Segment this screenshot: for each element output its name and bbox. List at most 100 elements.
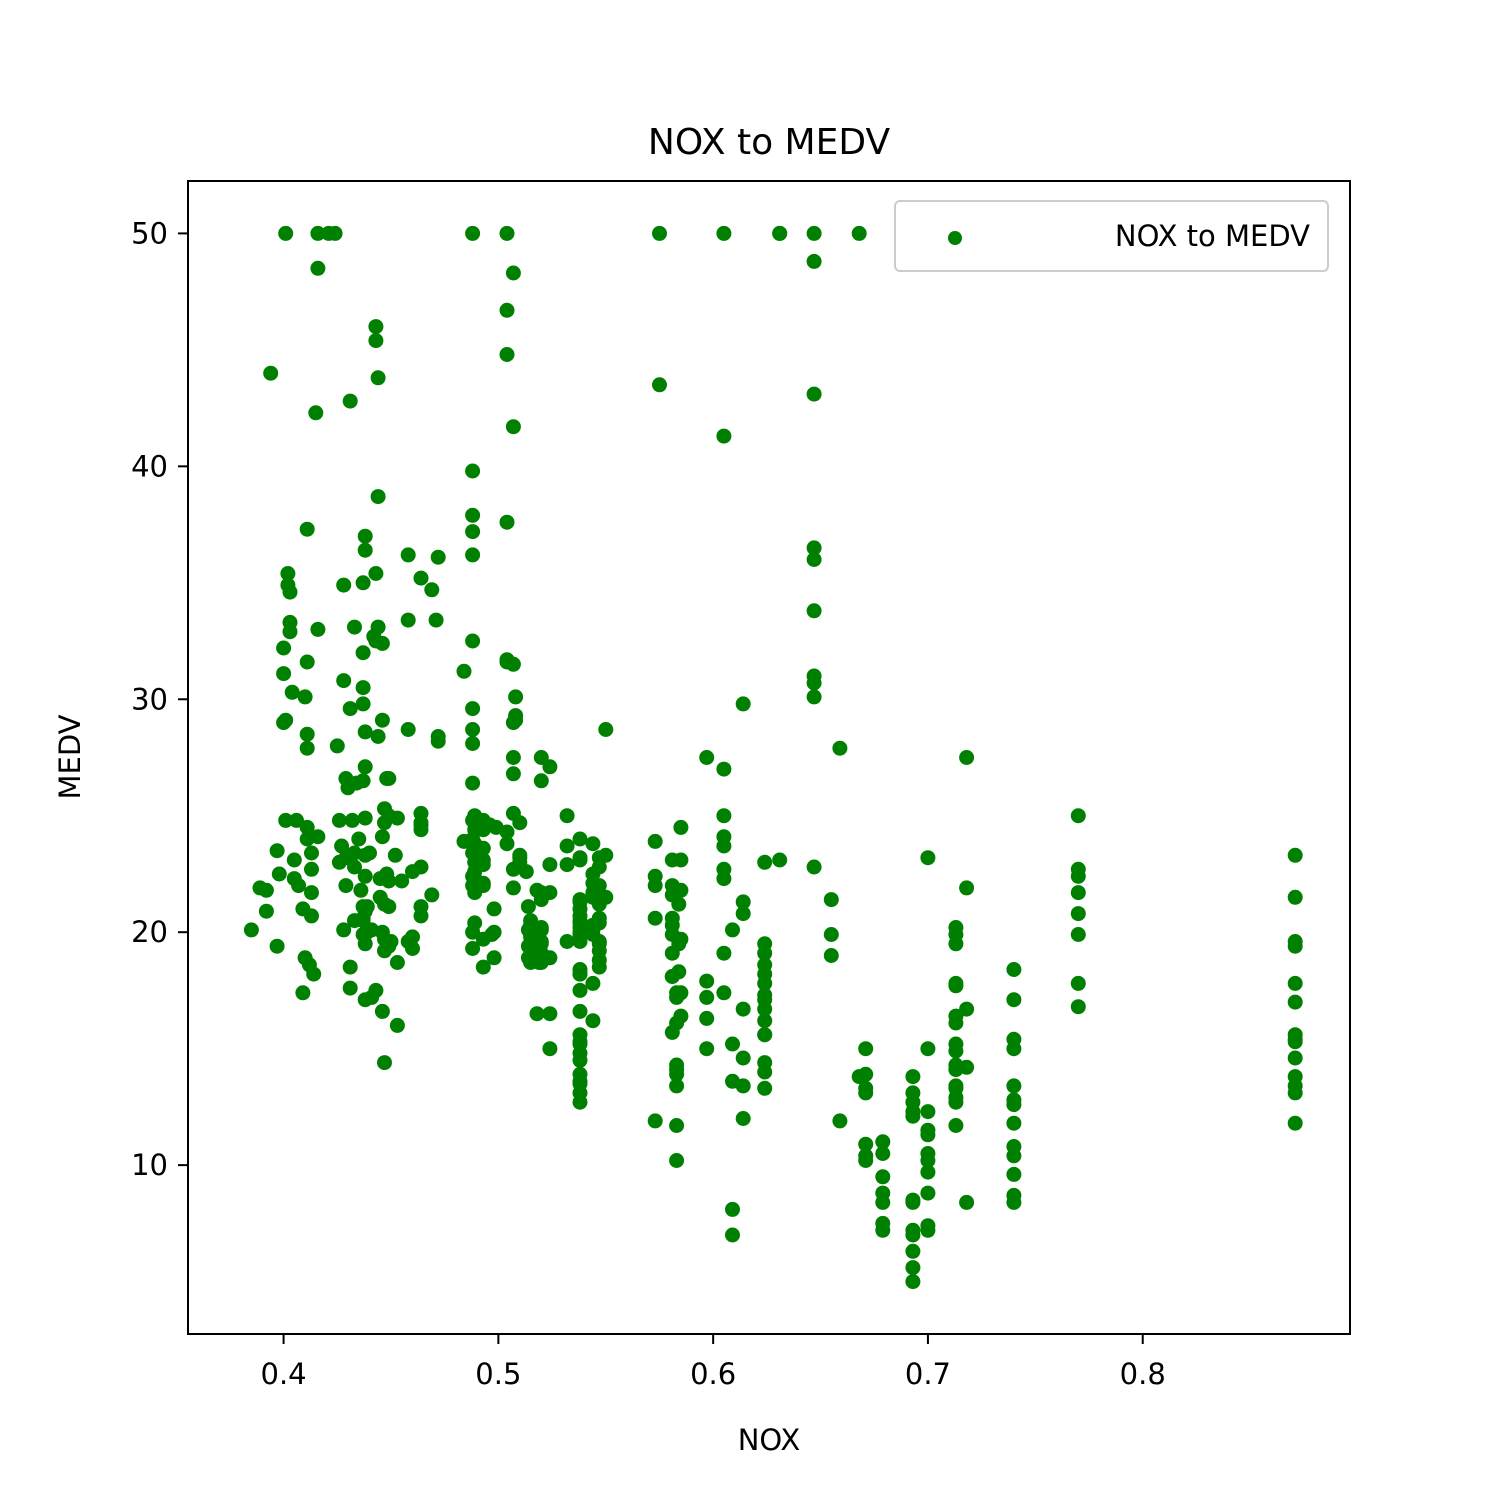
data-point bbox=[394, 873, 410, 889]
data-point bbox=[505, 419, 521, 435]
data-point bbox=[1006, 1148, 1022, 1164]
data-point bbox=[1006, 1078, 1022, 1094]
data-point bbox=[669, 1153, 685, 1168]
data-point bbox=[1070, 885, 1086, 901]
data-point bbox=[725, 922, 740, 938]
data-point bbox=[271, 866, 287, 882]
data-point bbox=[400, 722, 416, 737]
data-point bbox=[591, 934, 607, 949]
data-point bbox=[725, 1227, 740, 1243]
data-point bbox=[359, 899, 375, 915]
data-point bbox=[673, 985, 689, 1001]
data-point bbox=[342, 959, 358, 975]
data-point bbox=[357, 724, 373, 740]
data-point bbox=[383, 934, 399, 949]
data-point bbox=[669, 1066, 685, 1082]
data-point bbox=[652, 225, 667, 241]
data-point bbox=[405, 941, 420, 956]
data-point bbox=[823, 927, 839, 942]
data-point bbox=[465, 225, 481, 241]
data-point bbox=[357, 868, 373, 884]
data-point bbox=[505, 766, 521, 782]
data-point bbox=[413, 859, 429, 875]
data-point bbox=[572, 1045, 588, 1061]
data-point bbox=[542, 1006, 558, 1022]
data-point bbox=[806, 603, 822, 619]
data-point bbox=[757, 1027, 773, 1043]
data-point bbox=[1287, 1034, 1303, 1050]
data-point bbox=[1287, 994, 1303, 1010]
data-point bbox=[1006, 1097, 1022, 1113]
data-point bbox=[355, 696, 371, 712]
data-point bbox=[671, 964, 687, 980]
data-point bbox=[465, 547, 481, 563]
data-point bbox=[598, 847, 614, 863]
data-point bbox=[542, 950, 558, 966]
data-point bbox=[299, 726, 315, 742]
data-point bbox=[920, 1104, 936, 1120]
data-point bbox=[505, 750, 521, 765]
data-point bbox=[591, 910, 607, 926]
data-point bbox=[572, 1094, 588, 1110]
data-point bbox=[542, 885, 558, 901]
data-point bbox=[832, 740, 848, 756]
data-point bbox=[351, 831, 367, 847]
data-point bbox=[430, 733, 446, 749]
data-point bbox=[673, 852, 689, 868]
data-point bbox=[269, 843, 285, 859]
data-point bbox=[508, 712, 524, 728]
data-point bbox=[1006, 962, 1022, 977]
data-point bbox=[344, 812, 360, 828]
data-point bbox=[1287, 1050, 1303, 1066]
data-point bbox=[1287, 889, 1303, 905]
data-point bbox=[368, 982, 384, 998]
data-point bbox=[1006, 992, 1022, 1008]
data-point bbox=[905, 1069, 921, 1085]
data-point bbox=[959, 750, 975, 765]
data-point bbox=[368, 333, 384, 349]
data-point bbox=[948, 1015, 964, 1031]
data-point bbox=[381, 873, 397, 889]
data-point bbox=[1006, 1194, 1022, 1210]
data-point bbox=[699, 750, 715, 765]
data-point bbox=[1070, 906, 1086, 922]
data-point bbox=[278, 225, 294, 241]
plot-frame bbox=[187, 180, 1351, 1335]
data-point bbox=[338, 878, 354, 894]
data-point bbox=[920, 850, 936, 866]
data-point bbox=[347, 619, 362, 635]
data-point bbox=[357, 936, 373, 952]
data-point bbox=[823, 892, 839, 908]
data-point bbox=[289, 812, 304, 828]
data-point bbox=[295, 985, 311, 1001]
data-point bbox=[465, 775, 481, 791]
data-point bbox=[353, 882, 369, 898]
data-point bbox=[716, 945, 732, 961]
data-point bbox=[716, 871, 732, 887]
data-point bbox=[342, 701, 358, 717]
data-point bbox=[959, 1194, 975, 1210]
data-point bbox=[424, 887, 440, 903]
data-point bbox=[347, 859, 362, 875]
data-point bbox=[735, 696, 751, 712]
data-point bbox=[572, 1034, 588, 1050]
data-point bbox=[1006, 1041, 1022, 1057]
data-point bbox=[559, 857, 575, 873]
data-point bbox=[699, 989, 715, 1005]
data-point bbox=[529, 1006, 545, 1022]
data-point bbox=[342, 393, 358, 409]
data-point bbox=[389, 955, 405, 970]
data-point bbox=[1070, 927, 1086, 942]
data-point bbox=[959, 880, 975, 896]
data-point bbox=[875, 1134, 891, 1150]
data-point bbox=[671, 896, 687, 912]
x-axis-ticks: 0.4 0.5 0.6 0.7 0.8 bbox=[261, 1334, 1166, 1391]
data-point bbox=[875, 1222, 891, 1238]
data-point bbox=[716, 985, 732, 1001]
data-point bbox=[823, 948, 839, 963]
data-point bbox=[284, 684, 300, 700]
data-point bbox=[598, 889, 614, 905]
data-point bbox=[357, 810, 373, 826]
data-point bbox=[368, 319, 384, 335]
data-point bbox=[276, 640, 292, 656]
